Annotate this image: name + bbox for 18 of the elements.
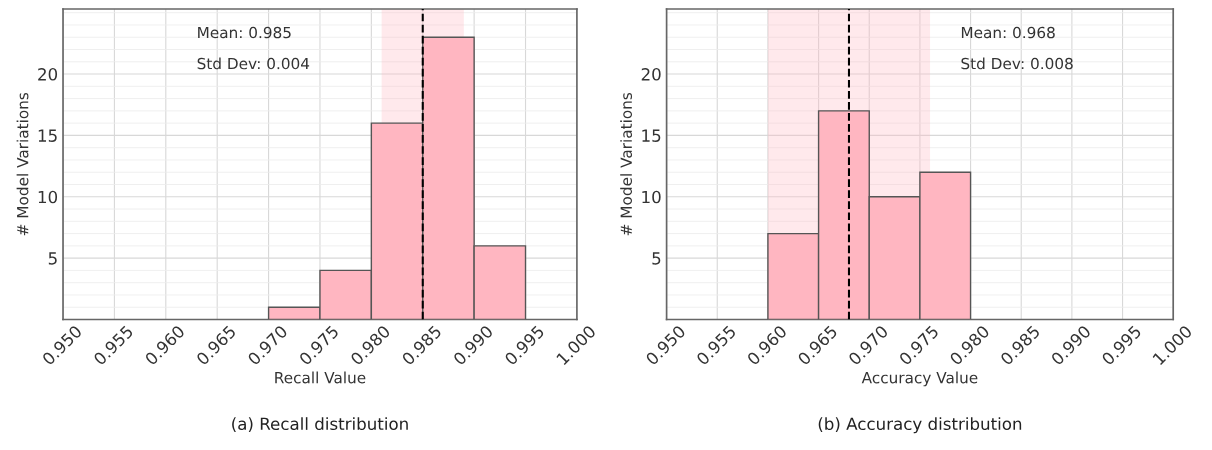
- annotation: Mean: 0.985: [198, 26, 291, 39]
- y-axis-title: # Model Variations: [16, 92, 29, 236]
- y-tick-label: 20: [38, 68, 58, 81]
- y-tick-label: 10: [38, 190, 58, 204]
- x-axis-title: Accuracy Value: [861, 371, 978, 387]
- y-tick-label: 10: [642, 190, 661, 204]
- y-tick-label: 5: [48, 252, 57, 265]
- y-tick-label: 5: [652, 252, 661, 265]
- text: (b) Accuracy distribution: [818, 417, 1022, 434]
- y-tick-label: 15: [642, 129, 661, 142]
- annotation: Mean: 0.968: [961, 26, 1055, 39]
- annotation: Std Dev: 0.004: [197, 57, 310, 70]
- x-axis-title: Recall Value: [275, 371, 366, 384]
- annotation: Std Dev: 0.008: [961, 57, 1073, 70]
- text: (a) Recall distribution: [232, 417, 408, 433]
- y-axis-title: # Model Variations: [620, 92, 633, 236]
- y-tick-label: 15: [38, 129, 57, 142]
- y-tick-label: 20: [641, 68, 661, 81]
